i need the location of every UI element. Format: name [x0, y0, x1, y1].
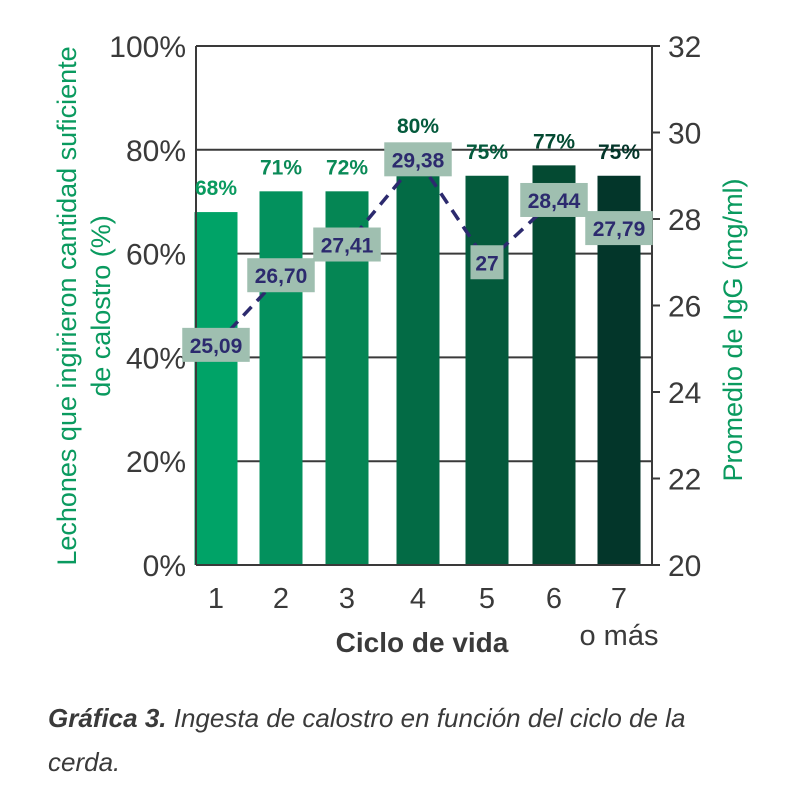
y-left-title-line2: de calostro (%) — [86, 215, 116, 397]
x-tick-label: 5 — [479, 583, 495, 615]
igg-value-label: 25,09 — [190, 335, 243, 358]
x-tick-label: 6 — [546, 583, 562, 615]
igg-label-box — [384, 142, 452, 177]
y-left-tick-label: 80% — [126, 135, 186, 168]
caption-bold: Gráfica 3. — [48, 703, 167, 733]
bar-value-label: 75% — [466, 141, 508, 164]
igg-label-box — [585, 211, 653, 246]
igg-value-label: 26,70 — [255, 265, 308, 288]
bar — [396, 149, 440, 566]
y-right-tick-label: 24 — [668, 377, 701, 410]
bar-value-label: 75% — [598, 141, 640, 164]
caption-text: Ingesta de calostro en función del ciclo… — [48, 703, 686, 777]
bar-value-label: 71% — [260, 156, 302, 179]
axis-titles: Lechones que ingirieron cantidad suficie… — [52, 46, 748, 658]
axes: 0% 20% 40% 60% 80% 100% 20 22 24 26 28 30 32 1 2 3 4 5 6 7 o… — [109, 31, 701, 652]
bar-value-label: 72% — [326, 156, 368, 179]
igg-value-label: 29,38 — [392, 149, 445, 172]
igg-label-box — [247, 258, 315, 293]
y-right-tick-label: 32 — [668, 31, 701, 64]
igg-value-label: 27,41 — [321, 235, 374, 258]
x-tick-label: 7 — [611, 583, 627, 615]
bar-value-label: 77% — [533, 130, 575, 153]
bar-value-label: 68% — [195, 177, 237, 200]
igg-value-label: 27 — [475, 252, 498, 275]
y-left-tick-label: 40% — [126, 342, 186, 375]
y-right-tick-label: 26 — [668, 291, 701, 324]
y-left-tick-label: 20% — [126, 446, 186, 479]
figure-caption: Gráfica 3. Ingesta de calostro en funció… — [48, 696, 748, 784]
data-labels: 68% 71% 72% 80% 75% 77% 75% 25,09 26,70 27,41 29,3… — [182, 115, 653, 362]
bar — [465, 175, 509, 565]
x-tick-label: 1 — [208, 583, 224, 615]
igg-label-box — [470, 245, 504, 280]
igg-label-box — [182, 327, 250, 362]
y-right-tick-label: 20 — [668, 550, 701, 583]
y-left-tick-label: 0% — [143, 550, 186, 583]
bar — [259, 191, 303, 565]
x-tick-label: 4 — [410, 583, 426, 615]
x-tick-label: 2 — [273, 583, 289, 615]
igg-label-box — [313, 227, 381, 262]
x-axis-title: Ciclo de vida — [336, 627, 509, 658]
igg-value-label: 28,44 — [528, 190, 581, 213]
x-tick-label-suffix: o más — [580, 620, 659, 652]
y-right-tick-label: 28 — [668, 204, 701, 237]
bar — [194, 212, 238, 565]
bar — [532, 165, 576, 565]
bar-value-label: 80% — [397, 115, 439, 138]
y-right-tick-label: 30 — [668, 118, 701, 151]
y-right-tick-label: 22 — [668, 464, 701, 497]
igg-label-box — [520, 182, 588, 217]
y-left-title-line1: Lechones que ingirieron cantidad suficie… — [52, 46, 82, 565]
y-left-tick-label: 60% — [126, 239, 186, 272]
y-right-title: Promedio de IgG (mg/ml) — [718, 178, 748, 481]
x-tick-label: 3 — [339, 583, 355, 615]
y-left-tick-label: 100% — [109, 31, 186, 64]
igg-value-label: 27,79 — [593, 218, 646, 241]
